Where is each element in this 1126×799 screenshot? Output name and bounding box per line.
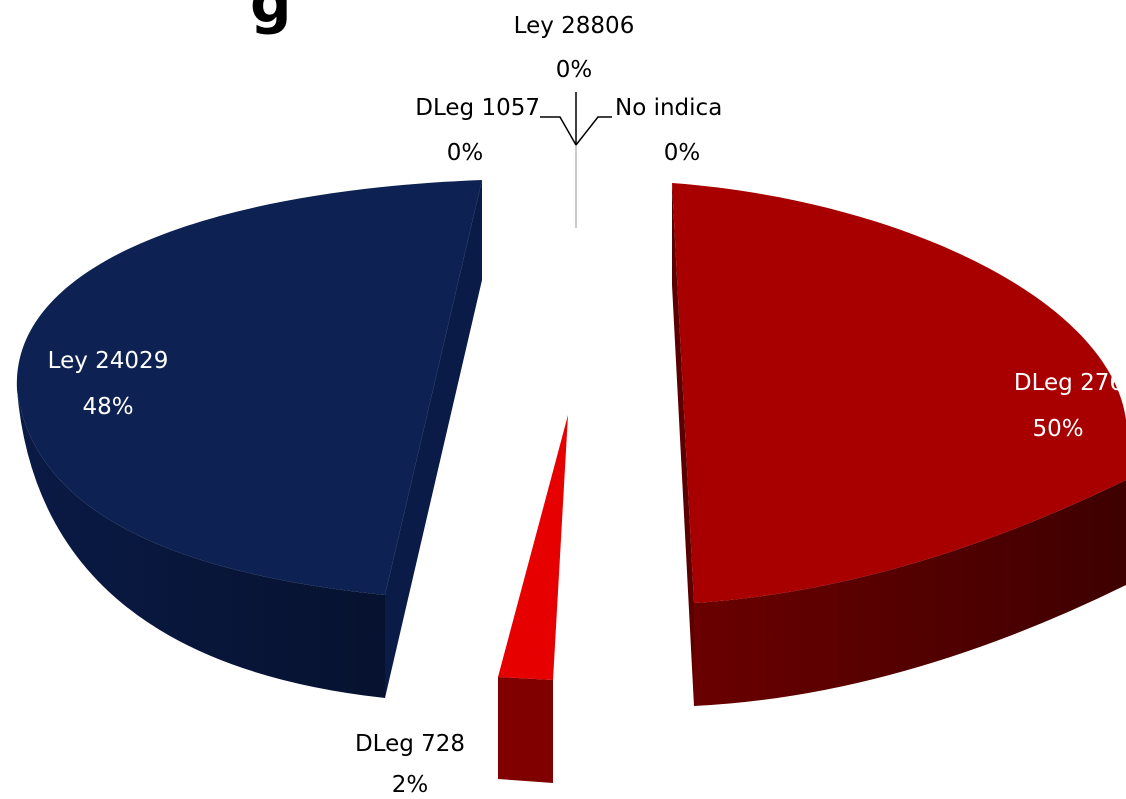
slice-dleg-728-top [498,415,568,680]
slice-ley-24029-top [16,180,482,595]
label-dleg-1057-pct: 0% [447,140,484,166]
slice-ley-24029 [16,180,482,698]
label-ley-24029-name: Ley 24029 [48,348,169,374]
label-dleg-276-name: DLeg 276 [1014,370,1124,396]
slice-dleg-276 [672,183,1126,706]
label-ley-28806-name: Ley 28806 [514,13,635,39]
label-dleg-1057-name: DLeg 1057 [415,95,540,121]
leader-line-dleg-1057 [540,116,577,146]
slice-dleg-728 [498,415,568,783]
label-no-indica-pct: 0% [664,140,701,166]
slice-dleg-276-top [672,183,1126,603]
slice-dleg-276-side [694,480,1126,706]
slice-dleg-276-inner-wall [672,183,694,706]
leader-line-no-indica [575,116,612,146]
label-ley-24029-pct: 48% [82,394,133,420]
slice-ley-24029-inner-wall [385,180,482,698]
label-dleg-276-pct: 50% [1032,416,1083,442]
title-fragment: g [250,0,292,36]
label-dleg-728-name: DLeg 728 [355,731,465,757]
label-dleg-728-pct: 2% [392,772,429,798]
label-ley-28806-pct: 0% [556,57,593,83]
slice-ley-24029-side [17,390,385,698]
label-no-indica-name: No indica [615,95,722,121]
slice-dleg-728-side [498,677,553,783]
